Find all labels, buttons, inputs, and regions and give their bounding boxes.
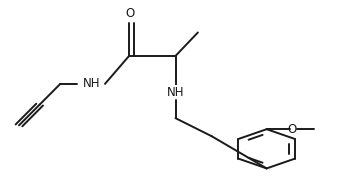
Text: O: O	[288, 123, 297, 136]
Text: NH: NH	[82, 77, 100, 90]
Text: NH: NH	[167, 86, 184, 98]
Text: O: O	[125, 7, 135, 20]
